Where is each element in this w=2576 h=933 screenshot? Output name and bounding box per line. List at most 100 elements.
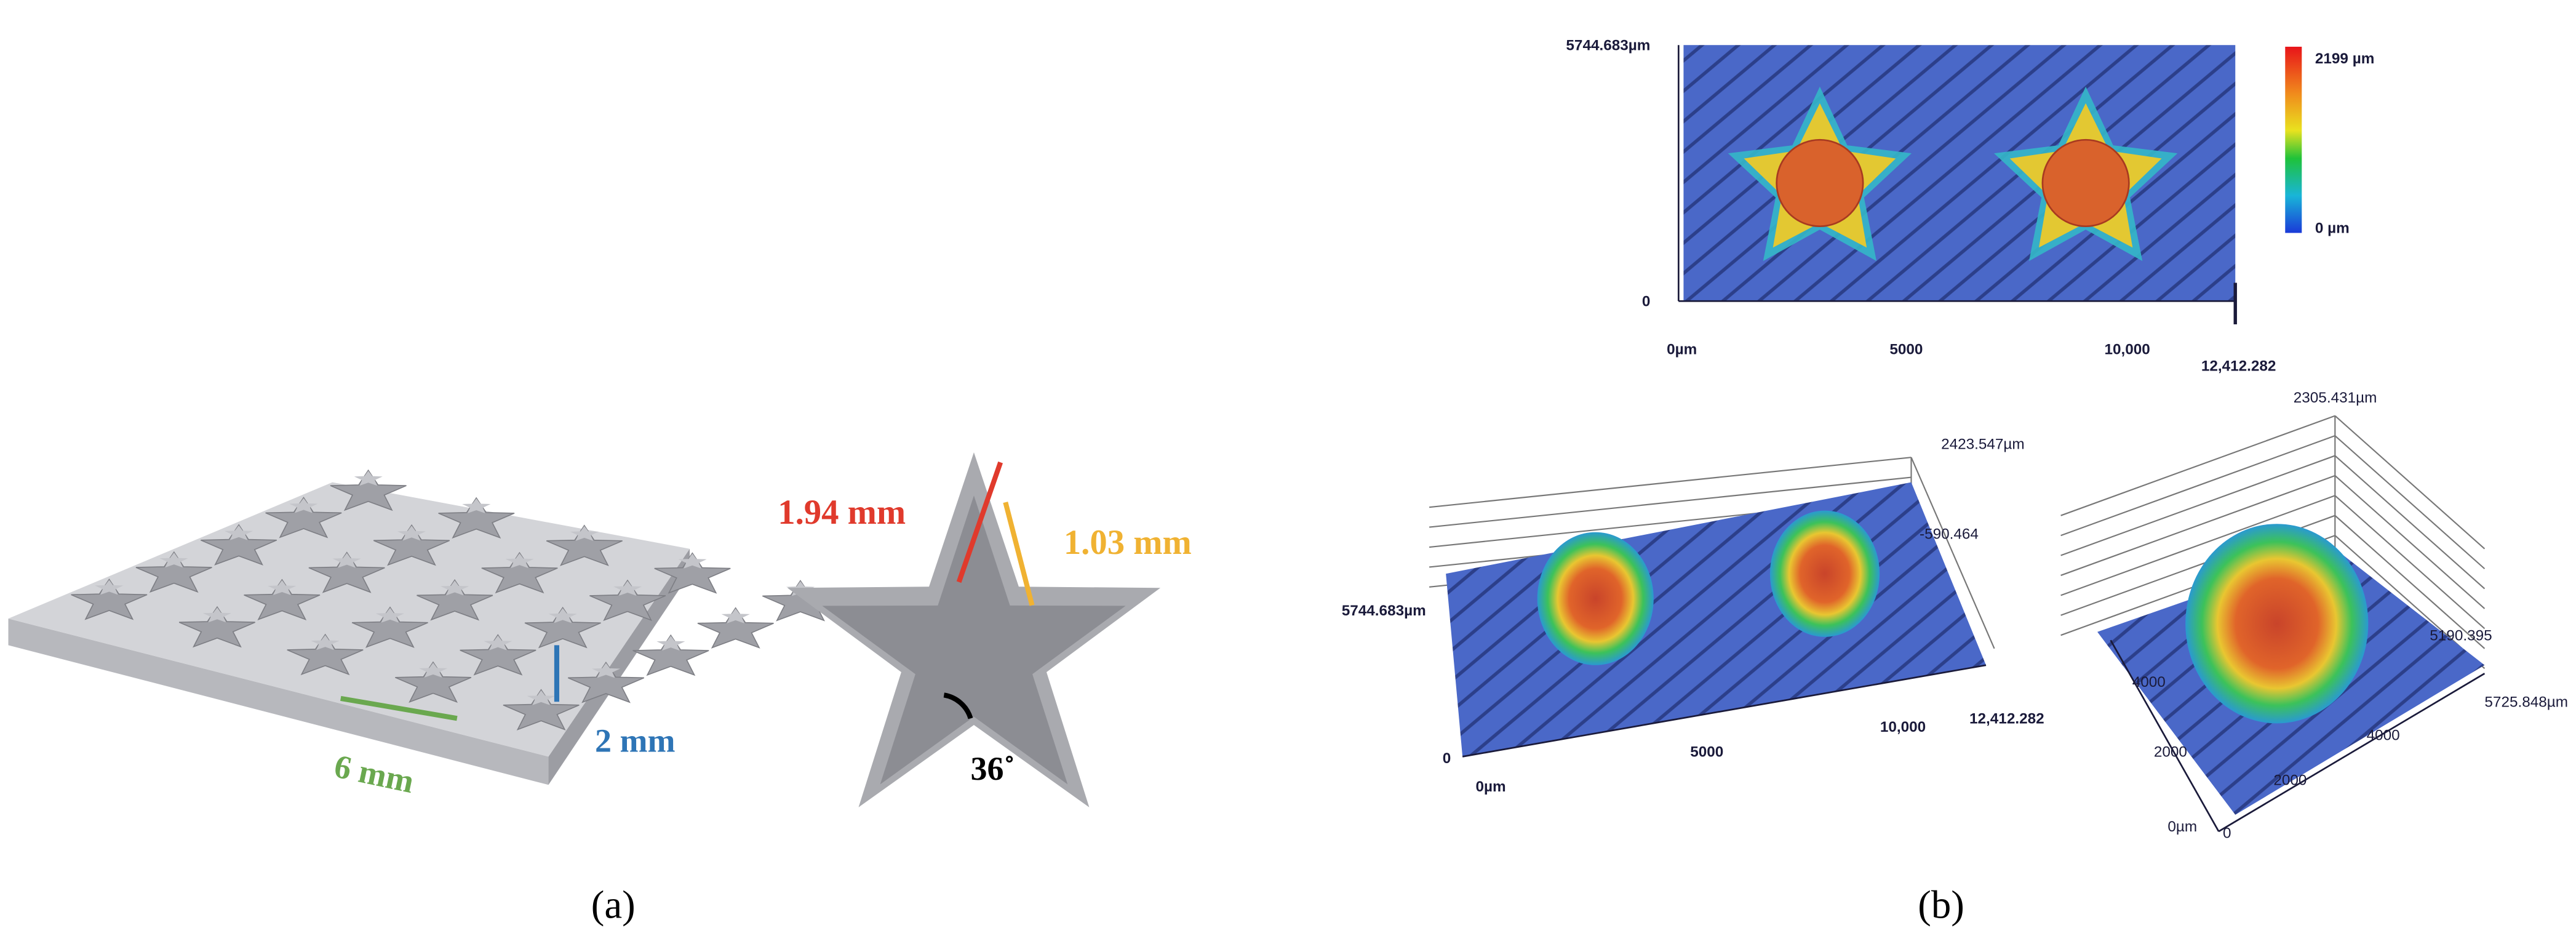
- axis-label: 5000: [1889, 342, 1923, 358]
- panel-label: (b): [1918, 883, 1964, 927]
- angle-label: 36˚: [971, 750, 1015, 787]
- axis-label: 0: [1642, 293, 1651, 310]
- axis-label: 10,000: [1880, 719, 1926, 735]
- plate-star: [200, 524, 277, 566]
- plate-star: [395, 661, 472, 703]
- box-line: [2060, 455, 2335, 556]
- box-line: [2334, 475, 2486, 609]
- axis-label: 12,412.282: [1969, 710, 2044, 727]
- box-line: [2334, 515, 2486, 649]
- plate-star: [351, 606, 428, 648]
- plate-star-top: [570, 526, 599, 541]
- top-view: 5744.683µm 0 0µm 5000 10,000 12,412.282 …: [1566, 37, 2374, 374]
- plate-star: [287, 633, 364, 676]
- plate-star: [546, 524, 623, 566]
- axis-label: 12,412.282: [2201, 358, 2276, 375]
- view-3d-right: 2305.431µm 5190.395 5725.848µm 4000 2000…: [2060, 390, 2568, 842]
- plate-star-top: [332, 553, 361, 568]
- plate-star: [135, 551, 212, 593]
- plate-star: [244, 579, 321, 620]
- plate-star: [330, 469, 407, 511]
- plate-star: [308, 551, 385, 593]
- surface: [1446, 482, 1987, 757]
- plate-star: [503, 689, 580, 731]
- plate-star-top: [656, 635, 685, 651]
- axis-label: 2305.431µm: [2294, 390, 2377, 406]
- axis-label: 0µm: [1475, 779, 1505, 795]
- star-bump: [1769, 510, 1880, 637]
- plate-star-top: [95, 580, 124, 595]
- dimension-label: 6 mm: [331, 747, 417, 800]
- plate-star-top: [224, 525, 253, 540]
- colorbar: [2285, 46, 2302, 233]
- plate-star-top: [268, 580, 297, 595]
- axis-label: 4000: [2367, 727, 2400, 743]
- star-inner: [822, 495, 1126, 785]
- arrow: [340, 695, 458, 721]
- plate-star-top: [441, 580, 469, 596]
- axis-label: 2000: [2154, 743, 2187, 760]
- axis-label: 2000: [2273, 772, 2307, 788]
- box-line: [2060, 475, 2335, 576]
- plate-star: [71, 578, 148, 620]
- star-top: [1776, 138, 1864, 228]
- plate-star: [265, 497, 342, 539]
- axis-label: 2423.547µm: [1941, 436, 2025, 453]
- plate-front: [8, 619, 549, 785]
- plate-star-top: [613, 580, 642, 596]
- plate-star-top: [397, 526, 426, 541]
- plate-star-top: [505, 553, 534, 569]
- plate-star-top: [678, 553, 707, 569]
- box-line: [2334, 455, 2486, 590]
- plate-star: [632, 634, 709, 676]
- plate-star: [654, 552, 731, 594]
- plate-star-top: [462, 498, 491, 513]
- arrow: [956, 461, 1003, 583]
- plate-star-top: [484, 635, 512, 651]
- axis-label: 0: [1443, 750, 1451, 767]
- box-line: [2060, 435, 2335, 537]
- plate-star: [438, 497, 515, 539]
- axis-line: [1462, 664, 1987, 758]
- plate-star: [373, 524, 450, 566]
- axis-label: 5744.683µm: [1566, 37, 1650, 54]
- plate-star-top: [311, 635, 340, 650]
- plate-star-top: [418, 662, 448, 678]
- plate-drawing: [8, 469, 839, 785]
- axis-label: 0: [2223, 825, 2231, 842]
- axis-label: -590.464: [1920, 526, 1979, 543]
- dimension-label: 2 mm: [595, 722, 676, 759]
- plate-star: [567, 662, 645, 703]
- axis-line: [2218, 673, 2486, 833]
- plate-star-top: [591, 663, 621, 678]
- axis-label: 5000: [1690, 743, 1723, 760]
- plate-star: [589, 579, 666, 622]
- colorbar-label: 0 µm: [2315, 220, 2350, 236]
- axis-line: [2110, 639, 2220, 832]
- plate-star: [178, 606, 255, 648]
- box-line: [1429, 476, 1912, 528]
- star-drawing: [787, 452, 1161, 807]
- plate-side: [548, 548, 690, 785]
- box-line: [1429, 457, 1912, 508]
- star-bump: [1537, 532, 1654, 665]
- arrow: [1003, 502, 1035, 606]
- plate-star-top: [721, 608, 750, 623]
- plate-star-top: [159, 552, 188, 567]
- plate-star: [460, 634, 536, 676]
- dimension-label: 1.94 mm: [778, 493, 906, 532]
- view-3d-left: 2423.547µm -590.464 5744.683µm 0 0µm 500…: [1342, 436, 2044, 795]
- plate-star: [524, 606, 601, 649]
- axis-label: 10,000: [2104, 342, 2150, 358]
- axis-label: 0µm: [2167, 819, 2197, 835]
- plate-star-top: [202, 607, 232, 623]
- angle-arc: [943, 692, 973, 719]
- box-line: [2334, 435, 2486, 569]
- panel-label: (a): [591, 883, 636, 927]
- axis-label: 5725.848µm: [2484, 694, 2568, 710]
- box-line: [2060, 495, 2335, 596]
- colorbar-label: 2199 µm: [2315, 50, 2374, 67]
- plate-star-top: [548, 608, 577, 623]
